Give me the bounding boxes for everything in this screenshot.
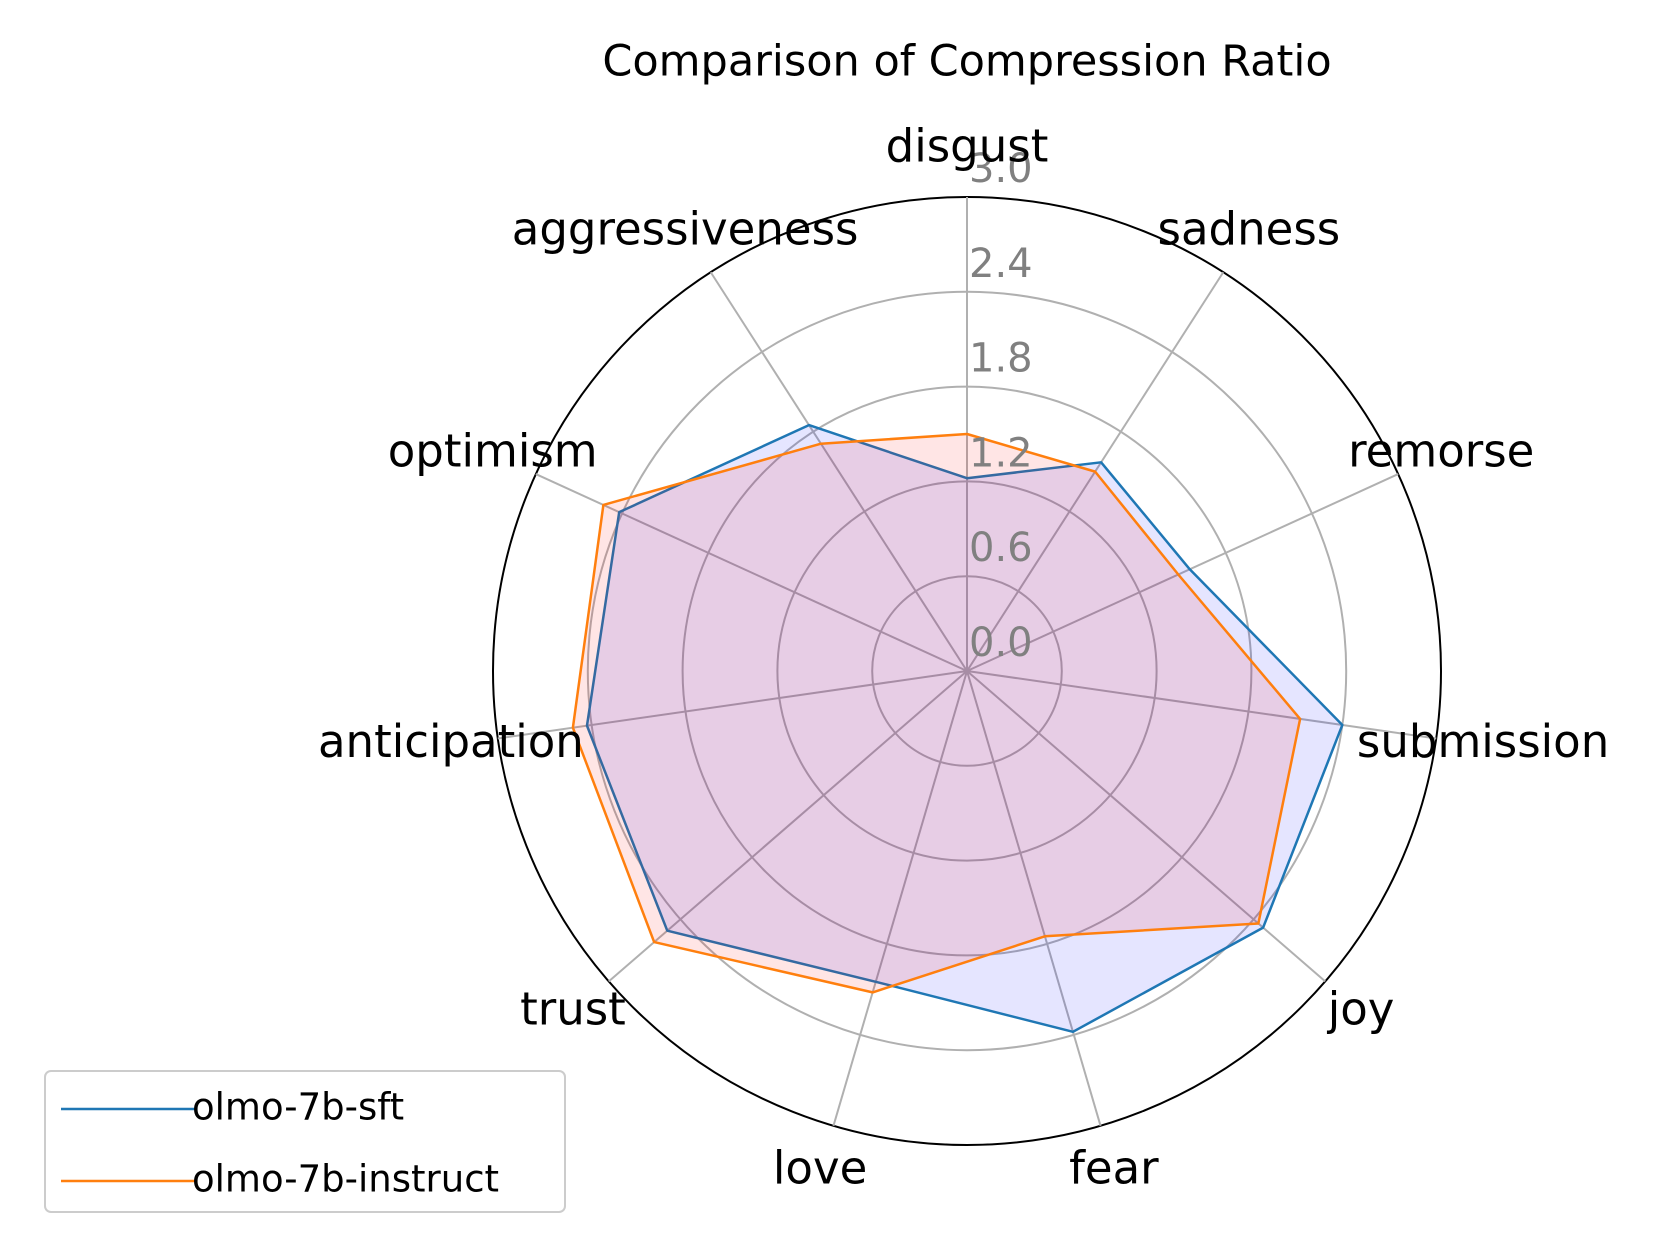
spoke bbox=[608, 670, 968, 983]
r-tick-label: 0.6 bbox=[969, 525, 1033, 571]
spoke bbox=[966, 670, 1326, 983]
legend-label: olmo-7b-sft bbox=[192, 1086, 404, 1129]
r-tick-label: 3.0 bbox=[969, 146, 1033, 192]
series-line bbox=[571, 432, 1302, 994]
category-label: fear bbox=[1069, 1141, 1159, 1194]
category-label: sadness bbox=[1158, 202, 1341, 255]
series-area bbox=[572, 434, 1301, 993]
category-label: submission bbox=[1357, 715, 1609, 768]
spoke bbox=[966, 670, 1102, 1127]
category-label: love bbox=[773, 1141, 867, 1194]
series-area bbox=[586, 425, 1343, 1032]
category-label: trust bbox=[520, 982, 626, 1035]
legend-box bbox=[44, 1070, 566, 1213]
category-label: remorse bbox=[1348, 424, 1534, 477]
spoke bbox=[709, 271, 968, 672]
category-label: joy bbox=[1327, 982, 1395, 1035]
spoke bbox=[966, 473, 1399, 672]
category-label: disgust bbox=[886, 120, 1049, 173]
spoke bbox=[832, 670, 968, 1127]
r-tick-label: 1.2 bbox=[969, 430, 1033, 476]
r-tick-label: 2.4 bbox=[969, 241, 1033, 287]
spoke bbox=[966, 670, 1437, 740]
legend-label: olmo-7b-instruct bbox=[192, 1158, 499, 1201]
chart-title: Comparison of Compression Ratio bbox=[602, 37, 1331, 87]
r-tick-label: 0.0 bbox=[969, 620, 1033, 666]
category-label: optimism bbox=[388, 424, 598, 477]
spoke bbox=[497, 670, 968, 740]
category-label: anticipation bbox=[318, 715, 584, 768]
legend: olmo-7b-sft olmo-7b-instruct bbox=[44, 1070, 566, 1213]
category-label: aggressiveness bbox=[512, 202, 859, 255]
spoke bbox=[535, 473, 968, 672]
series-line bbox=[585, 423, 1344, 1034]
r-tick-label: 1.8 bbox=[969, 336, 1033, 382]
